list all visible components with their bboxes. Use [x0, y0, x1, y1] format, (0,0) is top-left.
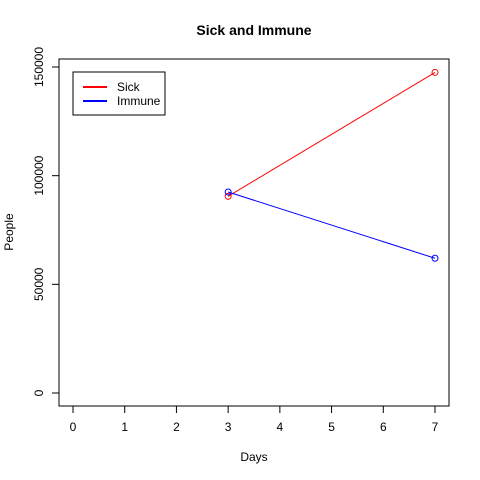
data-point-immune: [431, 254, 439, 262]
x-tick-label: 1: [121, 420, 128, 434]
x-tick-label: 2: [173, 420, 180, 434]
x-tick-label: 6: [380, 420, 387, 434]
series-layer: [224, 68, 439, 262]
x-tick-label: 7: [432, 420, 439, 434]
y-tick-label: 50000: [32, 267, 46, 301]
x-axis-label: Days: [240, 450, 267, 464]
y-tick-label: 0: [32, 389, 46, 396]
y-axis: 0 50000 100000 150000: [32, 47, 60, 396]
x-axis: 0 1 2 3 4 5 6 7: [70, 405, 439, 434]
legend-box: [72, 71, 166, 116]
y-tick-label: 100000: [32, 155, 46, 195]
y-tick-label: 150000: [32, 47, 46, 87]
legend-label-sick: Sick: [117, 80, 141, 94]
series-line-immune: [227, 191, 436, 259]
data-point-immune: [224, 188, 232, 196]
chart-title: Sick and Immune: [196, 22, 311, 38]
x-tick-label: 0: [70, 420, 77, 434]
legend: Sick Immune: [72, 71, 166, 116]
data-point-sick: [431, 68, 439, 76]
x-tick-label: 3: [225, 420, 232, 434]
x-tick-label: 5: [328, 420, 335, 434]
series-line-sick: [227, 72, 436, 197]
legend-label-immune: Immune: [117, 94, 161, 108]
x-tick-label: 4: [277, 420, 284, 434]
y-axis-label: People: [2, 213, 16, 251]
data-point-sick: [224, 192, 232, 200]
